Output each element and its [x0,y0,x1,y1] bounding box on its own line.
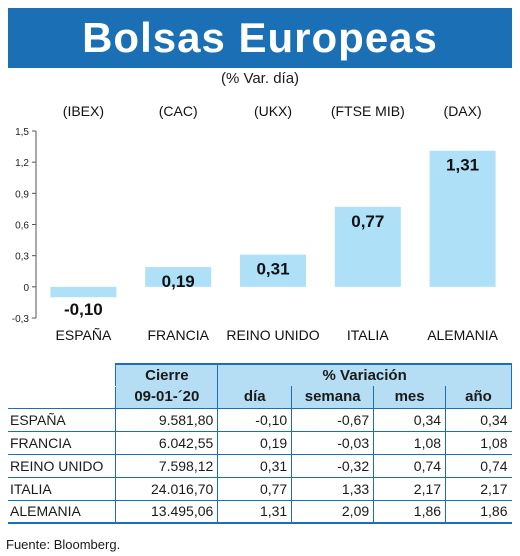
y-tick-label: 0,3 [15,252,29,263]
header-date: 09-01-´20 [115,386,219,409]
cell-mes: 1,08 [373,431,446,455]
data-label: 0,77 [351,212,384,231]
cell-dia: 0,77 [217,477,292,501]
x-tick-label: REINO UNIDO [226,327,319,343]
index-label: (UKX) [254,103,292,119]
cell-semana: 1,33 [291,477,374,501]
cell-ano: 0,34 [445,408,512,432]
index-label: (FTSE MIB) [331,103,405,119]
cell-mes: 1,86 [373,500,446,524]
chart-title: Bolsas Europeas [8,8,512,68]
cell-dia: 1,31 [217,500,292,524]
bar [240,254,306,287]
table-group-header-row: Cierre % Variación [8,363,512,387]
chart-subtitle: (% Var. día) [220,70,300,87]
cell-semana: -0,32 [291,454,374,478]
cell-ano: 2,17 [445,477,512,501]
source-note: Fuente: Bloomberg. [6,537,121,552]
table-row: FRANCIA 6.042,55 0,19 -0,03 1,08 1,08 [8,431,512,455]
bar [334,206,401,287]
table-corner [8,364,116,387]
row-name: FRANCIA [8,431,116,455]
header-mes: mes [373,386,447,409]
x-tick-label: ESPAÑA [56,327,112,343]
cell-semana: 2,09 [291,500,374,524]
cell-cierre: 9.581,80 [115,408,218,432]
cell-dia: 0,31 [217,454,292,478]
data-label: -0,10 [64,300,103,319]
y-tick-label: 0,6 [15,221,29,232]
header-ano: año [445,386,512,409]
bar [50,286,117,298]
row-name: ESPAÑA [8,408,116,432]
index-label: (CAC) [159,103,198,119]
x-tick-label: ITALIA [347,327,389,343]
x-tick-label: ALEMANIA [427,327,498,343]
cell-cierre: 24.016,70 [115,477,218,501]
bar-chart: 1,5 1,2 0,9 0,6 0,3 0 -0,3 -0,10 (IBEX) ESPAÑA 0,1… [12,103,499,343]
index-label: (IBEX) [63,103,104,119]
cell-semana: -0,03 [291,431,374,455]
markets-table: Cierre % Variación 09-01-´20 día semana … [8,363,512,524]
bar [145,267,212,287]
cell-semana: -0,67 [291,408,374,432]
header-cierre: Cierre [115,363,219,386]
cell-cierre: 6.042,55 [115,431,218,455]
cell-ano: 1,86 [445,500,512,524]
cell-mes: 0,74 [373,454,446,478]
y-tick-label: -0,3 [12,314,30,325]
cell-mes: 2,17 [373,477,446,501]
y-tick-label: 1,2 [15,158,29,169]
y-tick-label: 1,5 [15,127,29,138]
y-tick-label: 0 [23,283,29,294]
index-label: (DAX) [444,103,482,119]
table-row: REINO UNIDO 7.598,12 0,31 -0,32 0,74 0,7… [8,454,512,478]
table-row: ALEMANIA 13.495,06 1,31 2,09 1,86 1,86 [8,500,512,524]
cell-mes: 0,34 [373,408,446,432]
y-tick-label: 0,9 [15,189,29,200]
header-variacion: % Variación [217,363,512,386]
cell-dia: 0,19 [217,431,292,455]
row-name: ALEMANIA [8,500,116,524]
table-corner-lower [8,386,117,409]
cell-ano: 0,74 [445,454,512,478]
header-dia: día [217,386,293,409]
x-tick-label: FRANCIA [147,327,209,343]
data-label: 0,31 [256,260,289,279]
table-row: ESPAÑA 9.581,80 -0,10 -0,67 0,34 0,34 [8,408,512,432]
header-semana: semana [291,386,375,409]
row-name: REINO UNIDO [8,454,116,478]
cell-cierre: 13.495,06 [115,500,218,524]
cell-ano: 1,08 [445,431,512,455]
cell-dia: -0,10 [217,408,292,432]
cell-cierre: 7.598,12 [115,454,218,478]
data-label: 1,31 [446,156,479,175]
row-name: ITALIA [8,477,116,501]
bar [429,150,496,287]
table-row: ITALIA 24.016,70 0,77 1,33 2,17 2,17 [8,477,512,501]
table-sub-header-row: 09-01-´20 día semana mes año [8,386,512,409]
data-label: 0,19 [162,272,195,291]
